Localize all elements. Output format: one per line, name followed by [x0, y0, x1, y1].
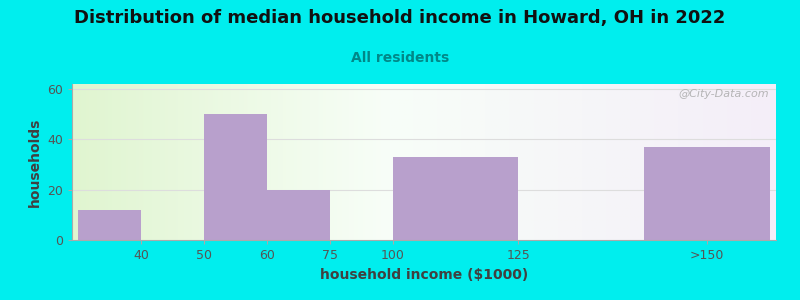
Bar [267, 190, 330, 240]
Bar [204, 114, 267, 240]
Text: @City-Data.com: @City-Data.com [678, 89, 769, 99]
Bar [644, 147, 770, 240]
Y-axis label: households: households [27, 117, 42, 207]
Text: All residents: All residents [351, 51, 449, 65]
Bar [393, 157, 518, 240]
Bar [78, 210, 141, 240]
X-axis label: household income ($1000): household income ($1000) [320, 268, 528, 282]
Text: Distribution of median household income in Howard, OH in 2022: Distribution of median household income … [74, 9, 726, 27]
